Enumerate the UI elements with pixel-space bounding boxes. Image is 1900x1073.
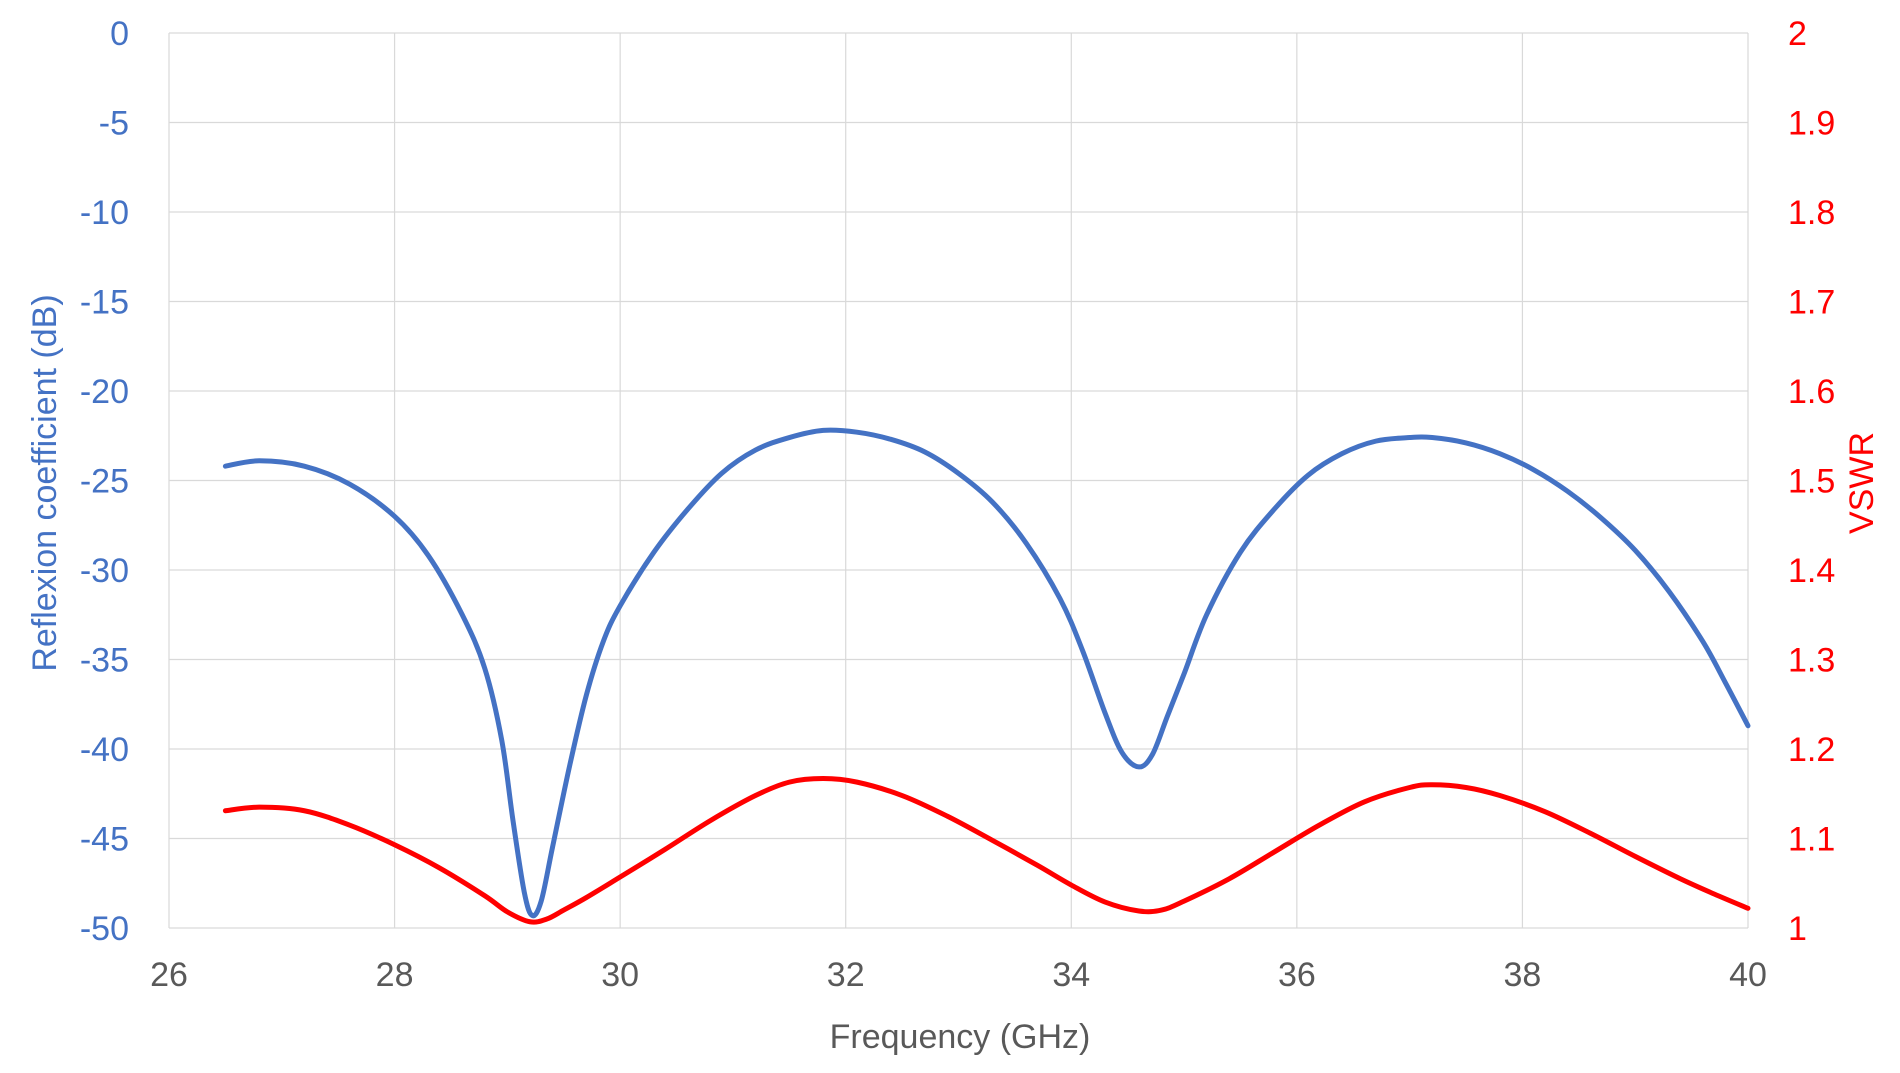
y-tick-left: -5 xyxy=(99,105,129,143)
y-tick-left: -25 xyxy=(80,463,129,501)
reflexion-series-line xyxy=(222,427,1751,919)
y-tick-right: 1.3 xyxy=(1788,642,1835,680)
x-tick: 28 xyxy=(376,956,414,994)
y-tick-right: 1 xyxy=(1788,910,1807,948)
y-tick-left: -40 xyxy=(80,731,129,769)
y-tick-right: 1.6 xyxy=(1788,373,1835,411)
y-tick-left: -35 xyxy=(80,642,129,680)
y-axis-title-left: Reflexion coefficient (dB) xyxy=(26,294,64,671)
y-tick-left: 0 xyxy=(110,15,129,53)
y-tick-left: -15 xyxy=(80,284,129,322)
y-tick-left: -20 xyxy=(80,373,129,411)
x-tick: 36 xyxy=(1278,956,1316,994)
y-tick-left: -10 xyxy=(80,194,129,232)
tick-labels: 0 -5 -10 -15 -20 -25 -30 -35 -40 -45 -50 2 1.9 1.8 1.7… xyxy=(80,15,1835,994)
y-tick-right: 1.8 xyxy=(1788,194,1835,232)
y-tick-right: 1.4 xyxy=(1788,552,1835,590)
x-tick: 26 xyxy=(150,956,188,994)
x-tick: 34 xyxy=(1052,956,1090,994)
grid xyxy=(168,32,1749,929)
y-tick-left: -50 xyxy=(80,910,129,948)
x-axis-title: Frequency (GHz) xyxy=(830,1018,1091,1056)
y-tick-right: 1.1 xyxy=(1788,821,1835,859)
x-tick: 30 xyxy=(601,956,639,994)
y-tick-right: 1.7 xyxy=(1788,284,1835,322)
y-tick-right: 1.2 xyxy=(1788,731,1835,769)
y-tick-right: 1.5 xyxy=(1788,463,1835,501)
x-tick: 40 xyxy=(1729,956,1767,994)
vswr-series-line xyxy=(222,776,1751,925)
y-tick-right: 2 xyxy=(1788,15,1807,53)
plot-area xyxy=(222,427,1751,925)
y-axis-title-right: VSWR xyxy=(1843,432,1881,534)
x-tick: 38 xyxy=(1504,956,1542,994)
x-tick: 32 xyxy=(827,956,865,994)
y-tick-right: 1.9 xyxy=(1788,105,1835,143)
y-tick-left: -30 xyxy=(80,552,129,590)
y-tick-left: -45 xyxy=(80,821,129,859)
